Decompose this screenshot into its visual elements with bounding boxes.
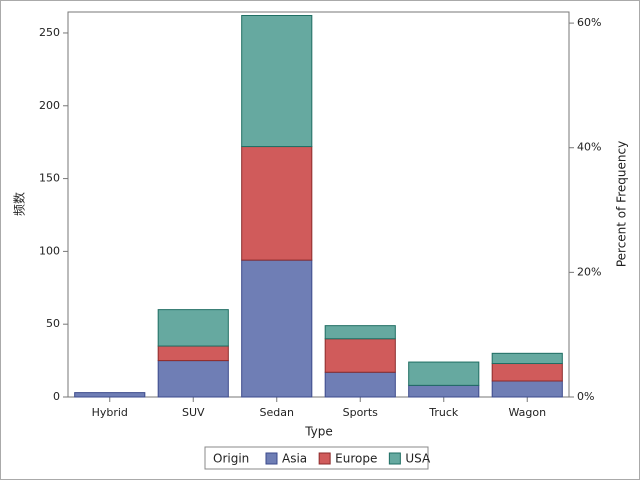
x-tick-label: Sedan [260, 406, 294, 419]
legend-label: Europe [335, 452, 377, 466]
x-tick-label: SUV [182, 406, 205, 419]
y2-axis-label: Percent of Frequency [615, 141, 629, 267]
x-tick-label: Truck [428, 406, 459, 419]
legend-label: Asia [282, 452, 307, 466]
bar-segment [157, 360, 229, 398]
plot-area [67, 11, 570, 398]
legend-swatch [388, 452, 401, 465]
y-tick-label: 250 [39, 26, 60, 39]
bar-segment [408, 361, 480, 386]
legend-swatch [318, 452, 331, 465]
bar-segment [241, 146, 313, 261]
legend-swatch [265, 452, 278, 465]
y2-tick-label: 20% [577, 265, 601, 278]
bar-segment [324, 325, 396, 340]
bar-segment [241, 259, 313, 398]
bar-segment [157, 309, 229, 347]
legend-title: Origin [213, 452, 249, 466]
bar-segment [241, 14, 313, 148]
bar-segment [491, 352, 563, 365]
y-tick-label: 200 [39, 99, 60, 112]
legend-label: USA [405, 452, 431, 466]
y2-tick-label: 40% [577, 141, 601, 154]
x-tick-label: Hybrid [92, 406, 128, 419]
y-tick-label: 150 [39, 172, 60, 185]
bar-segment [491, 363, 563, 382]
y-tick-label: 0 [53, 390, 60, 403]
y-tick-label: 100 [39, 244, 60, 257]
bar-segment [74, 392, 146, 398]
bar-segment [324, 338, 396, 373]
x-tick-label: Wagon [508, 406, 546, 419]
y2-tick-label: 0% [577, 390, 594, 403]
x-tick-label: Sports [343, 406, 379, 419]
bar-segment [491, 380, 563, 398]
y-axis-label: 频数 [12, 192, 27, 216]
bar-segment [408, 384, 480, 398]
y-tick-label: 50 [46, 317, 60, 330]
bar-segment [157, 345, 229, 362]
x-axis-label: Type [304, 425, 333, 439]
legend [204, 446, 429, 470]
y2-tick-label: 60% [577, 16, 601, 29]
bar-segment [324, 371, 396, 398]
